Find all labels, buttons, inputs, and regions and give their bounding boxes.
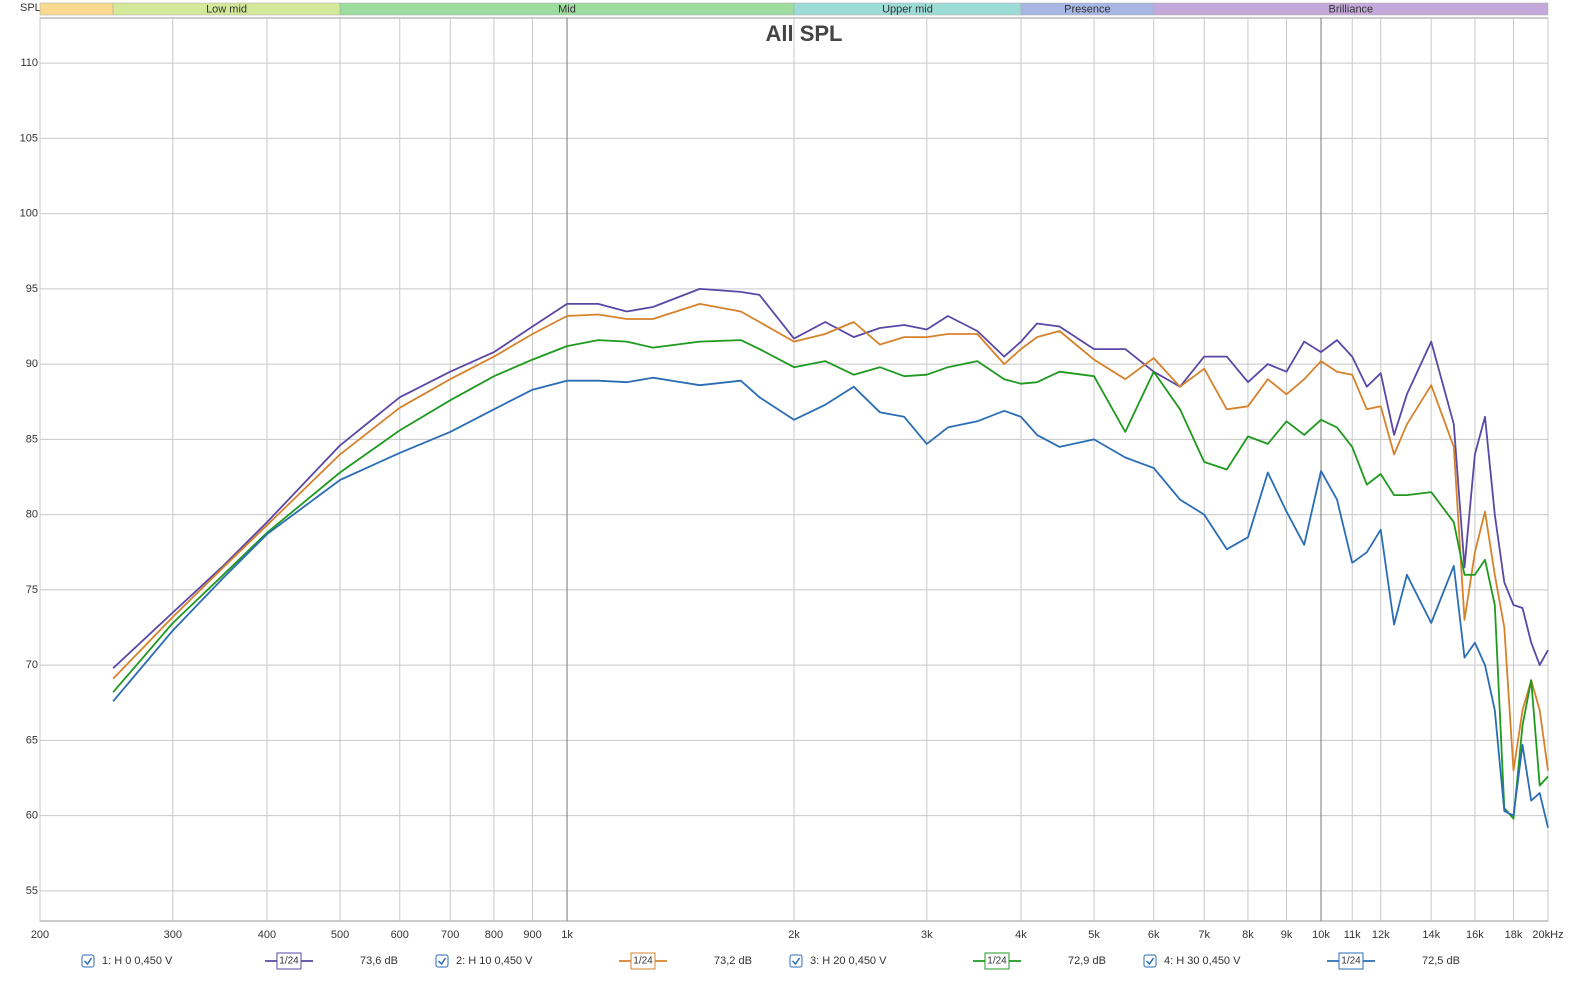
series-line — [112, 376, 1549, 828]
series-line — [112, 288, 1549, 669]
legend-entry[interactable]: 4: H 30 0,450 V 1/24 72,5 dB — [1143, 952, 1460, 970]
x-tick-label: 9k — [1281, 929, 1293, 941]
band — [1153, 2, 1549, 16]
legend-entry[interactable]: 2: H 10 0,450 V 1/24 73,2 dB — [435, 952, 752, 970]
x-tick-label: 6k — [1148, 929, 1160, 941]
x-tick-label: 800 — [485, 929, 503, 941]
legend-level: 72,5 dB — [1422, 955, 1460, 967]
y-tick-label: 60 — [26, 810, 38, 822]
x-tick-label: 2k — [788, 929, 800, 941]
x-tick-label: 11k — [1344, 929, 1361, 941]
band-label: Upper mid — [882, 3, 933, 15]
x-tick-label: 7k — [1198, 929, 1210, 941]
y-tick-label: 90 — [26, 358, 38, 370]
x-tick-label: 1k — [561, 929, 573, 941]
legend-entry[interactable]: 3: H 20 0,450 V 1/24 72,9 dB — [789, 952, 1106, 970]
x-tick-label: 16k — [1466, 929, 1484, 941]
series-line — [112, 339, 1549, 820]
y-tick-label: 110 — [20, 57, 38, 69]
band-label: Brilliance — [1329, 3, 1374, 15]
y-tick-label: 55 — [26, 885, 38, 897]
band-label: Presence — [1064, 3, 1110, 15]
x-tick-label: 8k — [1242, 929, 1254, 941]
x-tick-label: 700 — [441, 929, 459, 941]
x-tick-label: 300 — [164, 929, 182, 941]
chart-title: All SPL — [765, 21, 842, 46]
legend-entry[interactable]: 1: H 0 0,450 V 1/24 73,6 dB — [81, 952, 398, 970]
smoothing-label: 1/24 — [279, 956, 299, 967]
x-tick-label: 600 — [391, 929, 409, 941]
y-tick-label: 75 — [26, 584, 38, 596]
legend-level: 72,9 dB — [1068, 955, 1106, 967]
legend-label: 4: H 30 0,450 V — [1164, 955, 1241, 967]
smoothing-label: 1/24 — [987, 956, 1007, 967]
smoothing-button[interactable] — [1338, 952, 1364, 970]
x-tick-label: 12k — [1372, 929, 1390, 941]
x-tick-label: 200 — [31, 929, 49, 941]
legend-checkbox[interactable] — [1143, 954, 1157, 968]
band — [39, 2, 114, 16]
legend-checkbox[interactable] — [81, 954, 95, 968]
smoothing-label: 1/24 — [633, 956, 653, 967]
x-tick-label: 3k — [921, 929, 933, 941]
y-axis-label: SPL — [20, 2, 41, 14]
smoothing-button[interactable] — [984, 952, 1010, 970]
series-line — [112, 303, 1549, 772]
y-tick-label: 105 — [20, 132, 38, 144]
legend-label: 1: H 0 0,450 V — [102, 955, 173, 967]
x-tick-label: 10k — [1312, 929, 1330, 941]
band-label: Low mid — [206, 3, 247, 15]
x-tick-label: 18k — [1505, 929, 1523, 941]
y-tick-label: 65 — [26, 734, 38, 746]
x-tick-label: 5k — [1088, 929, 1100, 941]
legend-checkbox[interactable] — [435, 954, 449, 968]
checkmark — [437, 957, 447, 966]
legend-label: 2: H 10 0,450 V — [456, 955, 533, 967]
x-tick-label: 20kHz — [1532, 929, 1563, 941]
smoothing-label: 1/24 — [1341, 956, 1361, 967]
checkmark — [1145, 957, 1155, 966]
y-tick-label: 70 — [26, 659, 38, 671]
y-tick-label: 80 — [26, 509, 38, 521]
x-tick-label: 500 — [331, 929, 349, 941]
smoothing-button[interactable] — [630, 952, 656, 970]
y-tick-label: 95 — [26, 283, 38, 295]
checkmark — [791, 957, 801, 966]
legend-label: 3: H 20 0,450 V — [810, 955, 887, 967]
x-tick-label: 900 — [523, 929, 541, 941]
x-tick-label: 400 — [258, 929, 276, 941]
x-tick-label: 14k — [1422, 929, 1440, 941]
x-tick-label: 4k — [1015, 929, 1027, 941]
legend-checkbox[interactable] — [789, 954, 803, 968]
y-tick-label: 85 — [26, 433, 38, 445]
legend-level: 73,2 dB — [714, 955, 752, 967]
band-label: Mid — [558, 3, 576, 15]
y-tick-label: 100 — [20, 208, 38, 220]
legend-level: 73,6 dB — [360, 955, 398, 967]
smoothing-button[interactable] — [276, 952, 302, 970]
checkmark — [83, 957, 93, 966]
